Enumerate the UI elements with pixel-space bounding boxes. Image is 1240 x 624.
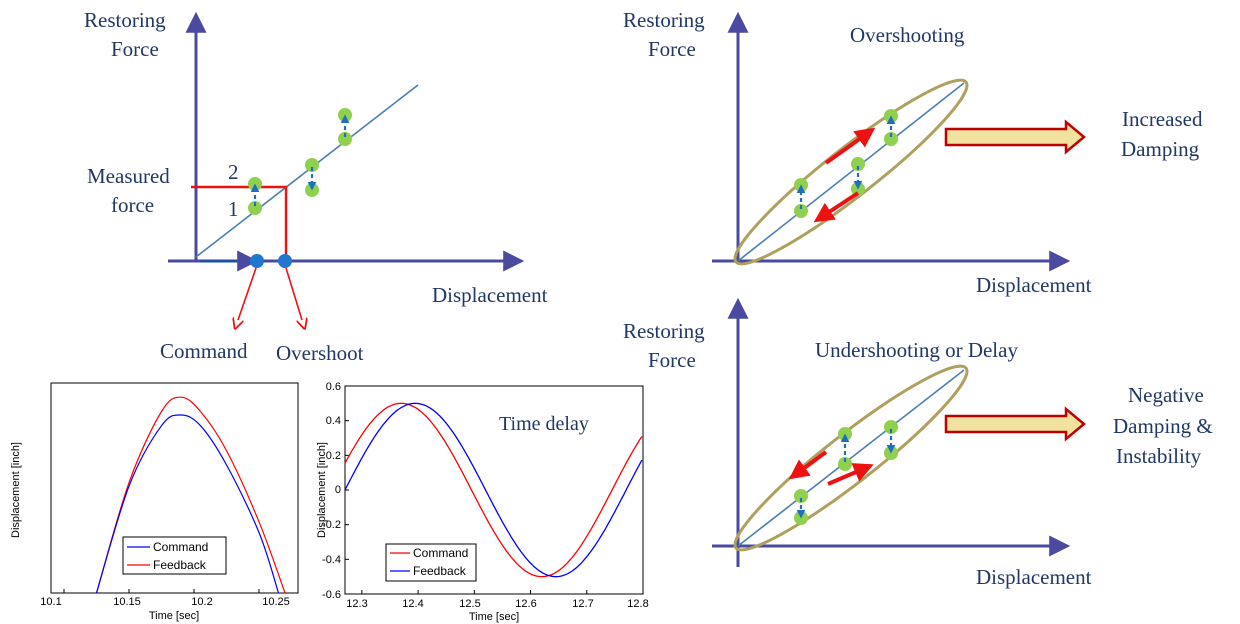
number-1: 1	[228, 197, 239, 221]
y-axis-label: Displacement [inch]	[10, 442, 22, 538]
y-axis-label-line2: Force	[648, 37, 696, 61]
series-command	[95, 414, 280, 594]
xtick-label: 10.25	[262, 596, 290, 608]
y-axis-label-line2: Force	[111, 37, 159, 61]
x-axis-label: Displacement	[976, 565, 1092, 589]
plot-right: 0.6 0.4 0.2 0 -0.2 -0.4 -0.6 12.3 12.4 1…	[316, 381, 649, 623]
x-axis-label: Time [sec]	[149, 610, 199, 622]
point	[851, 157, 865, 171]
diagram-title: Undershooting or Delay	[815, 338, 1018, 362]
y-axis-label-line1: Restoring	[623, 8, 705, 32]
point	[884, 132, 898, 146]
point-4	[305, 183, 319, 197]
stiffness-line	[737, 369, 965, 547]
command-point	[250, 254, 264, 268]
diagram-top-right: Restoring Force Overshooting Displacemen…	[623, 8, 1203, 297]
x-axis-label: Displacement	[976, 273, 1092, 297]
point-1	[248, 201, 262, 215]
xtick-label: 12.7	[572, 598, 593, 610]
point	[838, 457, 852, 471]
overshoot-point	[278, 254, 292, 268]
point	[884, 446, 898, 460]
legend-box	[122, 536, 227, 575]
diagram-top-left: Restoring Force Measured force 2 1 Displ…	[84, 8, 548, 365]
legend-label-command: Command	[413, 546, 468, 560]
point	[794, 489, 808, 503]
measured-force-line	[191, 185, 288, 259]
time-delay-annotation: Time delay	[499, 413, 589, 435]
ytick-label: -0.4	[322, 554, 341, 566]
measured-label-line1: Measured	[87, 164, 170, 188]
legend-box	[385, 543, 477, 582]
stiffness-line	[737, 82, 965, 262]
xtick-label: 12.5	[459, 598, 480, 610]
unloading-arrow	[813, 191, 860, 223]
command-pointer	[238, 267, 257, 320]
loading-arrow	[824, 127, 876, 165]
ytick-label: -0.6	[322, 589, 341, 601]
plot-left-xtick-marks	[63, 589, 260, 593]
plot-left: 10.1 10.15 10.2 10.25 Time [sec] Displac…	[10, 382, 299, 622]
unloading-arrow	[788, 450, 828, 480]
y-axis-label-line2: Force	[648, 348, 696, 372]
diagram-title: Overshooting	[850, 23, 965, 47]
result-arrow	[944, 119, 1086, 155]
x-axis-label: Time [sec]	[469, 611, 519, 623]
xtick-label: 12.4	[402, 598, 423, 610]
y-axis-label-line1: Restoring	[623, 319, 705, 343]
diagram-bottom-right: Restoring Force Undershooting or Delay D…	[623, 297, 1213, 589]
xtick-label: 12.8	[627, 598, 648, 610]
series-command	[344, 402, 643, 578]
y-axis-label-line1: Restoring	[84, 8, 166, 32]
result-label-line3: Instability	[1116, 444, 1202, 468]
legend: Command Feedback	[385, 543, 477, 582]
xtick-label: 12.3	[346, 598, 367, 610]
xtick-label: 12.6	[515, 598, 536, 610]
xtick-label: 10.2	[191, 596, 212, 608]
ytick-label: 0	[335, 484, 341, 496]
ytick-label: 0.6	[326, 381, 341, 393]
result-label-line1: Negative	[1128, 383, 1204, 407]
point	[884, 420, 898, 434]
series-feedback	[95, 396, 286, 594]
result-label-line2: Damping &	[1113, 414, 1213, 438]
legend-label-command: Command	[153, 540, 208, 554]
point-5	[338, 132, 352, 146]
hysteresis-loop	[733, 78, 969, 266]
y-axis-label: Displacement [inch]	[316, 442, 328, 538]
result-arrow	[944, 406, 1086, 442]
xtick-label: 10.15	[113, 596, 141, 608]
ytick-label: -0.2	[322, 519, 341, 531]
legend-label-feedback: Feedback	[153, 558, 207, 572]
legend: Command Feedback	[122, 536, 227, 575]
measured-label-line2: force	[111, 193, 154, 217]
xtick-label: 10.1	[40, 596, 61, 608]
point	[794, 204, 808, 218]
point	[794, 178, 808, 192]
result-label-line1: Increased	[1122, 107, 1203, 131]
loading-arrow	[827, 463, 874, 486]
legend-label-feedback: Feedback	[413, 564, 467, 578]
stiffness-line	[195, 84, 419, 258]
plot-right-tick-marks	[345, 385, 644, 595]
result-label-line2: Damping	[1121, 137, 1200, 161]
overshoot-label: Overshoot	[276, 341, 364, 365]
point-3	[305, 158, 319, 172]
ytick-label: 0.2	[326, 450, 341, 462]
x-axis-label: Displacement	[432, 283, 548, 307]
ytick-label: 0.4	[326, 415, 341, 427]
overshoot-pointer	[285, 267, 302, 320]
series-feedback	[344, 402, 643, 578]
command-label: Command	[160, 339, 248, 363]
number-2: 2	[228, 160, 239, 184]
